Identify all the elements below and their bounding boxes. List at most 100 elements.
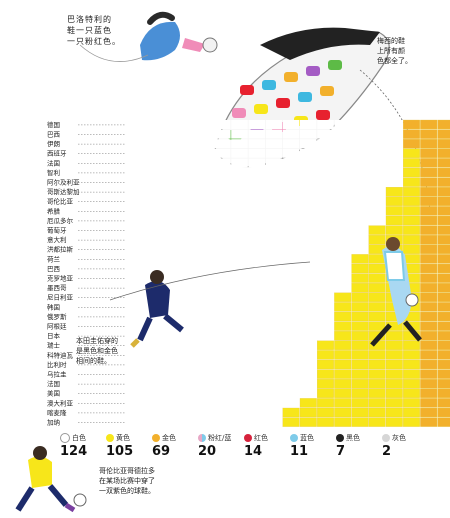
color-cell [145,360,162,369]
color-cell [265,158,283,168]
color-cell [128,340,145,350]
color-cell [145,379,162,389]
color-cell [128,120,145,129]
color-cell [300,264,317,273]
color-cell [248,225,265,235]
color-cell [334,331,352,341]
color-cell [317,187,334,197]
color-cell [162,292,179,302]
color-cell [368,254,386,264]
color-cell [317,388,334,398]
color-cell [300,350,317,360]
color-cell [214,388,231,398]
legend-count: 20 [198,444,217,459]
color-cell [265,225,283,235]
color-cell [214,158,231,168]
color-cell [300,388,317,398]
color-cell [334,340,352,350]
color-cell [403,167,420,178]
color-cell [420,225,438,235]
legend-item-gray: 灰色 2 [382,433,430,459]
color-cell [162,158,179,168]
color-cell [300,187,317,197]
color-cell [437,235,450,245]
color-cell [368,206,386,216]
color-cell [231,312,248,321]
color-cell [162,244,179,254]
color-cell [162,408,179,417]
color-cell [248,129,265,139]
color-cell [162,206,179,216]
color-cell [282,254,300,264]
color-cell [351,129,369,139]
color-cell [196,302,214,312]
legend-count: 11 [290,444,309,459]
color-cell [128,264,145,273]
color-cell [196,340,214,350]
team-label: 西班牙 [47,149,67,158]
color-cell [403,119,420,130]
color-cell [265,302,283,312]
color-cell [403,417,420,427]
color-cell [317,206,334,216]
color-cell [317,331,334,341]
color-cell [162,187,179,197]
color-cell [334,196,351,206]
color-cell [145,321,162,331]
color-cell [403,350,420,360]
color-cell [317,321,334,331]
color-cell [317,254,334,264]
color-cell [437,119,450,130]
color-cell [368,311,386,322]
color-cell [334,158,351,168]
color-cell [385,215,403,226]
color-cell [334,225,351,235]
color-cell [214,350,231,360]
color-cell [385,417,403,427]
color-cell [420,139,438,149]
color-cell [214,216,231,225]
color-cell [248,350,265,360]
team-label: 尼日利亚 [47,293,74,302]
team-label: 科特迪瓦 [47,350,74,359]
color-cell [196,168,214,177]
color-cell [317,177,334,187]
color-cell [145,168,162,177]
team-label: 澳大利亚 [47,398,74,407]
color-cell [248,120,265,129]
color-cell [351,350,369,360]
color-cell [145,216,162,225]
color-cell [420,321,438,331]
color-cell [437,311,450,322]
color-cell [317,196,334,206]
team-label: 葡萄牙 [47,226,67,235]
color-cell [179,139,197,149]
color-cell [351,177,369,187]
color-cell [437,196,450,206]
team-label: 巴西 [47,265,61,273]
color-cell [248,292,265,302]
color-cell [351,292,369,302]
color-cell [300,360,317,369]
color-cell [196,388,214,398]
color-cell [282,388,300,398]
color-cell [179,360,197,369]
color-cell [179,177,197,187]
color-cell [231,292,248,302]
color-cell [317,369,334,379]
color-cell [437,263,450,274]
color-cell [128,158,145,168]
color-cell [334,206,351,216]
color-cell [317,129,334,139]
color-cell [403,225,420,235]
color-cell [248,283,265,293]
color-cell [282,398,300,408]
color-cell [299,407,317,418]
color-cell [231,398,248,408]
color-cell [420,350,438,360]
color-cell [420,302,438,312]
color-cell [128,331,145,341]
color-cell [351,398,369,408]
color-cell [214,283,231,293]
color-cell [437,254,450,264]
